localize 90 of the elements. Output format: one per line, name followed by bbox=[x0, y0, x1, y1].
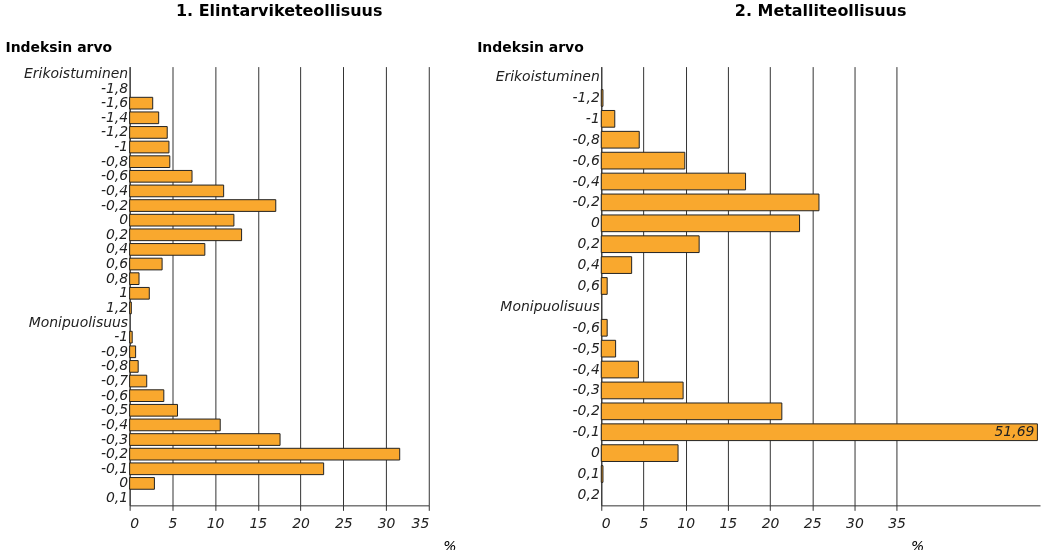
y-axis-title: Indeksin arvo bbox=[5, 39, 113, 56]
x-tick-label: 5 bbox=[168, 514, 178, 531]
y-tick-label: -0,2 bbox=[100, 196, 129, 213]
y-tick-label: -1,4 bbox=[100, 108, 129, 125]
y-tick-label: 0 bbox=[119, 474, 129, 491]
y-tick-label: -1,6 bbox=[100, 94, 129, 111]
x-tick-label: 15 bbox=[719, 514, 738, 531]
x-tick-label: 10 bbox=[677, 514, 696, 531]
y-tick-label: -0,2 bbox=[100, 445, 129, 462]
y-tick-label: 0,4 bbox=[105, 240, 129, 257]
bar bbox=[600, 151, 686, 170]
y-tick-label: 0,2 bbox=[105, 225, 129, 242]
x-tick-label: 35 bbox=[411, 514, 430, 531]
y-tick-label: -0,4 bbox=[100, 415, 129, 432]
y-tick-label: 1 bbox=[119, 284, 129, 301]
y-tick-label: 0,6 bbox=[577, 276, 600, 293]
bar bbox=[600, 109, 616, 128]
y-tick-label: 0,2 bbox=[577, 235, 600, 252]
y-tick-label: -0,6 bbox=[572, 151, 600, 168]
y-tick-label: -0,5 bbox=[572, 339, 600, 356]
y-tick-label: -1,2 bbox=[100, 123, 129, 140]
x-tick-label: 25 bbox=[334, 514, 353, 531]
y-tick-label: -0,1 bbox=[572, 423, 600, 440]
x-axis-title: % bbox=[911, 537, 925, 550]
bar bbox=[600, 339, 617, 358]
y-tick-label: -0,8 bbox=[572, 130, 600, 147]
bar bbox=[600, 256, 633, 274]
y-tick-label: -0,7 bbox=[100, 372, 129, 389]
y-tick-label: -1,8 bbox=[100, 79, 129, 96]
y-tick-label: -1 bbox=[114, 138, 129, 155]
bar bbox=[600, 214, 801, 233]
x-tick-label: 10 bbox=[206, 514, 225, 531]
y-tick-label: -0,1 bbox=[100, 459, 129, 476]
y-tick-label: -1,2 bbox=[572, 88, 600, 105]
bar bbox=[600, 402, 783, 421]
y-tick-label: 1,2 bbox=[105, 298, 129, 315]
y-tick-label: -0,6 bbox=[572, 318, 600, 335]
y-axis-title: Indeksin arvo bbox=[477, 39, 584, 56]
bar bbox=[600, 360, 639, 379]
y-tick-label: 0 bbox=[590, 444, 600, 461]
y-tick-label: 0,6 bbox=[105, 255, 129, 272]
x-axis-title: % bbox=[443, 537, 457, 550]
bar bbox=[600, 277, 608, 295]
y-tick-label: 0,2 bbox=[577, 485, 600, 502]
x-tick-label: 30 bbox=[846, 514, 864, 531]
x-tick-label: 25 bbox=[803, 514, 822, 531]
x-tick-label: 15 bbox=[249, 514, 268, 531]
bar bbox=[600, 235, 700, 254]
x-tick-label: 20 bbox=[292, 514, 311, 531]
bar bbox=[600, 130, 640, 149]
y-tick-label: -0,2 bbox=[572, 402, 600, 419]
y-tick-label: -0,6 bbox=[100, 386, 129, 403]
y-tick-label: -0,3 bbox=[572, 381, 600, 398]
x-tick-label: 35 bbox=[888, 514, 907, 531]
bar bbox=[600, 172, 747, 191]
y-tick-label: 0,1 bbox=[105, 489, 129, 506]
y-tick-label: -0,5 bbox=[100, 401, 129, 418]
y-tick-label: 0,8 bbox=[105, 269, 129, 286]
data-label: 51,69 bbox=[994, 423, 1035, 440]
x-tick-label: 20 bbox=[761, 514, 780, 531]
y-tick-label: -0,6 bbox=[100, 167, 129, 184]
y-tick-label: -0,2 bbox=[572, 193, 600, 210]
y-tick-label: -0,8 bbox=[100, 152, 129, 169]
y-tick-label: Erikoistuminen bbox=[495, 68, 600, 85]
y-tick-label: -0,4 bbox=[572, 172, 600, 189]
y-tick-label: Monipuolisuus bbox=[28, 313, 129, 330]
y-tick-label: -0,4 bbox=[100, 181, 129, 198]
y-tick-label: -0,3 bbox=[100, 430, 129, 447]
y-tick-label: -0,9 bbox=[100, 342, 129, 359]
y-tick-label: 0 bbox=[590, 214, 600, 231]
y-tick-label: Monipuolisuus bbox=[500, 297, 600, 314]
bar bbox=[600, 381, 684, 400]
bar bbox=[600, 423, 1038, 442]
bar bbox=[600, 318, 608, 337]
x-tick-label: 0 bbox=[601, 514, 611, 531]
bar bbox=[600, 193, 820, 212]
y-tick-label: 0,4 bbox=[577, 256, 600, 273]
bar bbox=[600, 444, 679, 462]
y-tick-label: -1 bbox=[585, 109, 600, 126]
chart-title: 2. Metalliteollisuus bbox=[734, 0, 907, 20]
y-tick-label: -0,8 bbox=[100, 357, 129, 374]
x-tick-label: 0 bbox=[130, 514, 140, 531]
x-tick-label: 5 bbox=[639, 514, 649, 531]
y-tick-label: 0,1 bbox=[577, 465, 600, 481]
x-tick-label: 30 bbox=[377, 514, 396, 531]
y-tick-label: -1 bbox=[114, 328, 129, 345]
chart-title: 1. Elintarviketeollisuus bbox=[176, 0, 383, 20]
y-tick-label: -0,4 bbox=[572, 360, 600, 377]
y-tick-label: Erikoistuminen bbox=[23, 64, 129, 81]
y-tick-label: 0 bbox=[119, 211, 129, 228]
